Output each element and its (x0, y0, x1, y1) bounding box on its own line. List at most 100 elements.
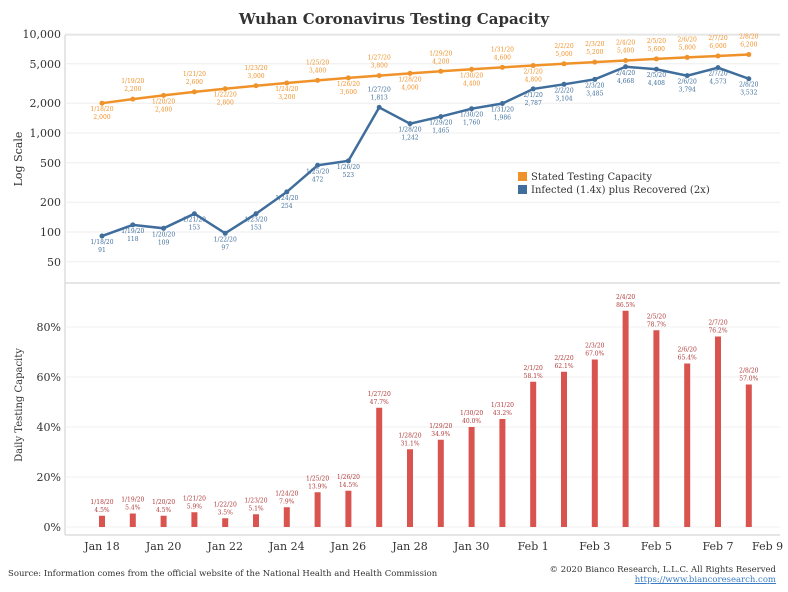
bar-value-label: 5.9% (187, 503, 203, 510)
y-tick-label: 40% (37, 421, 61, 434)
y-tick-label: 1,000 (30, 127, 62, 140)
bar (314, 492, 321, 527)
point-date-label: 2/5/20 (647, 72, 666, 79)
bar (622, 310, 629, 527)
data-point (684, 73, 690, 79)
point-date-label: 1/25/20 (306, 59, 329, 66)
point-value-label: 109 (158, 239, 170, 246)
bar (376, 407, 383, 527)
bar-value-label: 67.0% (585, 351, 604, 358)
data-point (653, 66, 659, 72)
data-point (592, 76, 598, 82)
data-point (530, 86, 536, 92)
point-date-label: 1/23/20 (244, 217, 267, 224)
point-date-label: 2/6/20 (678, 79, 697, 86)
data-point (253, 211, 259, 217)
bar-value-label: 31.1% (400, 440, 419, 447)
point-date-label: 2/2/20 (554, 87, 573, 94)
point-date-label: 1/22/20 (214, 92, 237, 99)
point-date-label: 2/7/20 (708, 71, 727, 78)
point-value-label: 2,400 (155, 106, 172, 113)
y-tick-label: 0% (44, 521, 61, 534)
x-tick-label: Jan 28 (391, 540, 428, 553)
bar-date-label: 2/3/20 (585, 343, 604, 350)
bar (191, 512, 198, 527)
point-date-label: 2/8/20 (739, 34, 758, 41)
point-value-label: 523 (343, 172, 355, 179)
bar-value-label: 62.1% (554, 363, 573, 370)
data-point (438, 114, 444, 120)
point-date-label: 2/3/20 (585, 41, 604, 48)
copyright: © 2020 Bianco Research, L.L.C. All Right… (549, 565, 776, 575)
data-point (376, 104, 382, 110)
legend-label: Stated Testing Capacity (531, 172, 652, 183)
point-date-label: 1/18/20 (90, 239, 113, 246)
data-point (315, 162, 321, 168)
data-point (715, 65, 721, 71)
point-value-label: 118 (127, 236, 139, 243)
point-value-label: 153 (189, 225, 201, 232)
bar (253, 514, 259, 527)
bar (222, 518, 229, 527)
bar (530, 381, 537, 527)
data-point (345, 158, 351, 164)
bar-date-label: 1/22/20 (214, 501, 237, 508)
bar (684, 363, 691, 527)
point-date-label: 2/2/20 (554, 43, 573, 50)
legend-swatch (518, 185, 527, 194)
point-date-label: 1/30/20 (460, 112, 483, 119)
data-point (345, 75, 351, 81)
x-tick-label: Jan 22 (206, 540, 243, 553)
bar-date-label: 1/21/20 (183, 495, 206, 502)
data-point (130, 96, 136, 102)
bar-value-label: 57.0% (739, 376, 758, 383)
bar-value-label: 40.0% (462, 418, 481, 425)
data-point (284, 80, 290, 86)
point-value-label: 4,668 (617, 78, 634, 85)
bar-value-label: 5.1% (248, 505, 264, 512)
point-value-label: 3,485 (586, 90, 603, 97)
y-tick-label: 60% (37, 371, 61, 384)
y-tick-label: 80% (37, 321, 61, 334)
point-value-label: 153 (250, 225, 262, 232)
point-value-label: 5,000 (555, 51, 572, 58)
bar-value-label: 13.9% (308, 483, 327, 490)
bar-date-label: 1/19/20 (121, 497, 144, 504)
point-date-label: 2/1/20 (524, 69, 543, 76)
point-value-label: 2,787 (525, 100, 542, 107)
point-value-label: 4,200 (432, 58, 449, 65)
data-point (161, 225, 167, 231)
data-point (623, 57, 629, 63)
x-tick-label: Jan 30 (453, 540, 490, 553)
point-date-label: 1/22/20 (214, 236, 237, 243)
bar-date-label: 2/8/20 (739, 368, 758, 375)
y-tick-label: 2,000 (30, 97, 62, 110)
bar-date-label: 2/6/20 (678, 347, 697, 354)
bar (499, 419, 506, 527)
bar-date-label: 1/27/20 (368, 391, 391, 398)
data-point (592, 59, 598, 65)
point-value-label: 1,465 (432, 128, 449, 135)
bar-date-label: 1/31/20 (491, 402, 514, 409)
point-value-label: 1,813 (371, 94, 388, 101)
data-point (191, 89, 197, 95)
y-tick-label: 500 (40, 157, 61, 170)
bar-value-label: 43.2% (493, 410, 512, 417)
point-value-label: 472 (312, 176, 324, 183)
y-tick-label: 10,000 (23, 28, 62, 41)
data-point (407, 70, 413, 76)
website-link[interactable]: https://www.biancoresearch.com (634, 575, 776, 585)
y-tick-label: 200 (40, 196, 61, 209)
data-point (222, 230, 228, 236)
data-point (715, 53, 721, 59)
bar-value-label: 78.7% (647, 321, 666, 328)
point-date-label: 2/6/20 (678, 36, 697, 43)
bar-date-label: 1/29/20 (429, 423, 452, 430)
y-axis-label: Daily Testing Capacity (14, 348, 25, 462)
bar (407, 449, 413, 527)
point-value-label: 254 (281, 203, 293, 210)
point-date-label: 1/29/20 (429, 120, 452, 127)
bar-date-label: 1/30/20 (460, 410, 483, 417)
data-point (99, 100, 105, 106)
